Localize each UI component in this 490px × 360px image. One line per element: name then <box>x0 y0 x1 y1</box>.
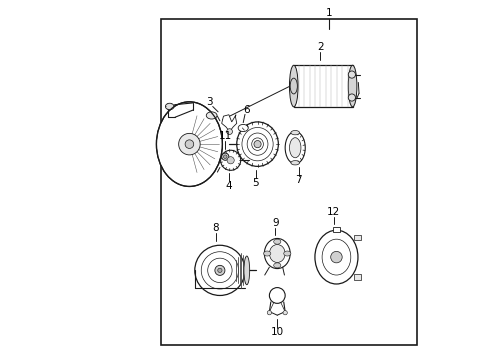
Ellipse shape <box>206 112 217 119</box>
Ellipse shape <box>244 256 250 285</box>
Ellipse shape <box>315 230 358 284</box>
Text: 1: 1 <box>326 8 333 18</box>
Text: 6: 6 <box>243 105 249 115</box>
Circle shape <box>227 157 234 164</box>
Ellipse shape <box>348 65 357 107</box>
Ellipse shape <box>274 263 281 268</box>
Ellipse shape <box>265 238 290 269</box>
Ellipse shape <box>238 125 248 132</box>
Ellipse shape <box>179 134 200 155</box>
Polygon shape <box>221 115 237 132</box>
Bar <box>294 65 353 107</box>
Circle shape <box>283 311 287 315</box>
Circle shape <box>185 140 194 148</box>
Ellipse shape <box>284 251 291 256</box>
Text: 3: 3 <box>206 97 213 107</box>
Circle shape <box>267 311 271 315</box>
Ellipse shape <box>156 102 222 186</box>
Text: 4: 4 <box>225 181 232 191</box>
Text: 9: 9 <box>272 218 279 228</box>
Ellipse shape <box>237 122 278 166</box>
Circle shape <box>254 140 261 148</box>
Ellipse shape <box>264 251 271 256</box>
Bar <box>333 226 340 232</box>
Ellipse shape <box>290 78 297 94</box>
Text: 2: 2 <box>317 42 323 52</box>
Ellipse shape <box>195 245 245 296</box>
Circle shape <box>227 129 232 134</box>
Ellipse shape <box>291 161 299 165</box>
Text: 11: 11 <box>219 131 232 141</box>
Ellipse shape <box>290 138 301 158</box>
Text: 5: 5 <box>252 178 259 188</box>
Circle shape <box>215 265 225 275</box>
Text: 7: 7 <box>295 175 302 185</box>
Ellipse shape <box>270 244 285 262</box>
Ellipse shape <box>274 239 281 244</box>
Ellipse shape <box>220 150 241 170</box>
Circle shape <box>348 94 355 101</box>
Text: 10: 10 <box>270 327 284 337</box>
Circle shape <box>348 71 355 78</box>
Text: 12: 12 <box>327 207 340 217</box>
Ellipse shape <box>291 131 299 135</box>
Ellipse shape <box>285 132 305 164</box>
Circle shape <box>223 155 227 158</box>
Circle shape <box>331 251 342 263</box>
Bar <box>354 234 361 240</box>
Circle shape <box>221 153 229 160</box>
Circle shape <box>218 268 222 273</box>
Ellipse shape <box>166 103 174 110</box>
Bar <box>354 274 361 280</box>
Text: 8: 8 <box>212 223 219 233</box>
Bar <box>161 19 417 345</box>
Ellipse shape <box>290 65 298 107</box>
